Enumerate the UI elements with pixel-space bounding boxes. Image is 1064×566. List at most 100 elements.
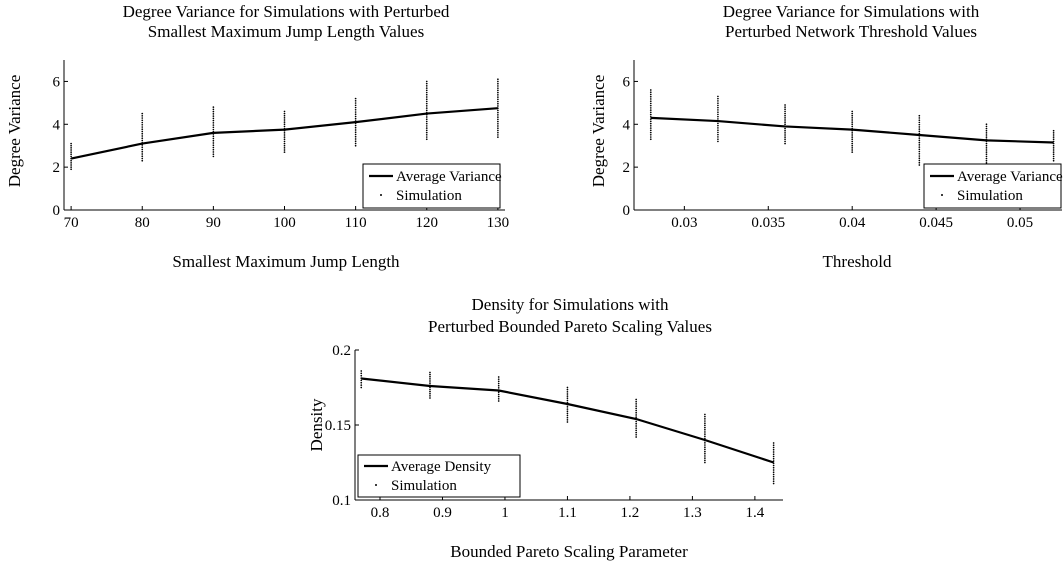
average-line: [70, 107, 498, 160]
simulation-point: [141, 135, 144, 137]
x-tick-label: 0.04: [839, 215, 866, 231]
y-axis-label: Density: [307, 398, 326, 451]
simulation-point: [566, 399, 569, 402]
simulation-point: [283, 140, 286, 143]
simulation-point: [425, 129, 428, 132]
simulation-point: [497, 380, 500, 383]
simulation-point: [283, 142, 286, 145]
y-axis-label: Degree Variance: [5, 75, 24, 187]
simulation-point: [918, 157, 921, 160]
simulation-point: [1052, 138, 1055, 141]
y-tick-label: 6: [53, 74, 61, 90]
simulation-point: [985, 157, 988, 160]
simulation-point: [283, 123, 286, 126]
simulation-point: [212, 124, 215, 126]
simulation-point: [635, 427, 638, 430]
simulation-point: [851, 112, 854, 115]
simulation-point: [141, 114, 144, 117]
simulation-point: [851, 134, 854, 136]
chart-title-line-2: Perturbed Bounded Pareto Scaling Values: [428, 317, 712, 336]
simulation-point: [1052, 129, 1055, 132]
simulation-point: [497, 400, 500, 402]
simulation-point: [717, 124, 719, 127]
chart-title-line-2: Perturbed Network Threshold Values: [725, 22, 977, 41]
simulation-point: [70, 151, 72, 153]
simulation-point: [717, 136, 719, 138]
simulation-point: [70, 155, 72, 158]
legend-box: [923, 163, 1062, 209]
simulation-point: [283, 138, 286, 141]
simulation-point: [425, 105, 428, 107]
simulation-point: [985, 136, 988, 138]
simulation-point: [497, 82, 499, 85]
simulation-point: [649, 89, 652, 91]
x-tick-label: 80: [135, 215, 150, 231]
simulation-point: [354, 102, 357, 104]
simulation-point: [497, 109, 499, 112]
simulation-point: [141, 130, 144, 133]
x-tick-label: 0.05: [1007, 215, 1033, 231]
simulation-point: [141, 117, 144, 119]
simulation-point: [704, 431, 706, 433]
simulation-point: [425, 116, 428, 118]
simulation-point: [851, 136, 854, 138]
simulation-point: [425, 133, 428, 136]
simulation-point: [429, 378, 431, 380]
x-tick-label: 0.9: [433, 505, 452, 521]
simulation-point: [141, 139, 144, 142]
simulation-point: [212, 148, 215, 151]
simulation-point: [717, 133, 719, 136]
simulation-point: [283, 117, 286, 119]
simulation-point: [649, 127, 652, 129]
x-tick-label: 0.03: [671, 215, 697, 231]
simulation-point: [497, 98, 499, 101]
simulation-point: [635, 411, 638, 414]
simulation-point: [649, 131, 652, 134]
simulation-point: [649, 98, 652, 100]
simulation-point: [704, 433, 706, 435]
simulation-point: [772, 464, 775, 467]
simulation-point: [212, 128, 215, 131]
simulation-point: [566, 388, 569, 391]
simulation-point: [425, 125, 428, 127]
simulation-point: [497, 382, 500, 385]
simulation-point: [851, 138, 854, 141]
x-tick-label: 1: [501, 505, 509, 521]
legend-dot-swatch: [941, 194, 943, 196]
chart-title-line-2: Smallest Maximum Jump Length Values: [148, 22, 424, 41]
simulation-point: [70, 159, 72, 162]
simulation-point: [425, 136, 428, 138]
simulation-point: [360, 370, 363, 372]
simulation-point: [212, 151, 215, 153]
simulation-point: [425, 118, 428, 121]
simulation-point: [283, 121, 286, 123]
simulation-point: [429, 397, 431, 399]
simulation-point: [772, 478, 775, 480]
simulation-point: [704, 448, 706, 451]
simulation-point: [497, 120, 499, 123]
simulation-point: [141, 119, 144, 122]
simulation-point: [141, 123, 144, 126]
simulation-point: [717, 111, 719, 114]
chart-panel-threshold: Degree Variance for Simulations with Per…: [589, 2, 1063, 271]
simulation-point: [354, 144, 357, 147]
simulation-point: [497, 102, 499, 105]
simulation-point: [212, 121, 215, 124]
simulation-point: [918, 161, 921, 164]
simulation-point: [566, 416, 569, 419]
simulation-point: [497, 85, 499, 87]
simulation-point: [717, 97, 719, 100]
simulation-point: [212, 108, 215, 111]
simulation-point: [566, 414, 569, 417]
simulation-point: [212, 146, 215, 149]
simulation-point: [497, 393, 500, 396]
simulation-point: [425, 102, 428, 105]
plot-area: 70 80 90 100 110 120 130 0 2 4 6: [53, 60, 509, 231]
simulation-point: [918, 150, 921, 153]
simulation-point: [717, 131, 719, 134]
y-axis-label: Degree Variance: [589, 75, 608, 187]
simulation-point: [985, 125, 988, 128]
simulation-point: [851, 119, 854, 121]
simulation-point: [497, 89, 499, 92]
